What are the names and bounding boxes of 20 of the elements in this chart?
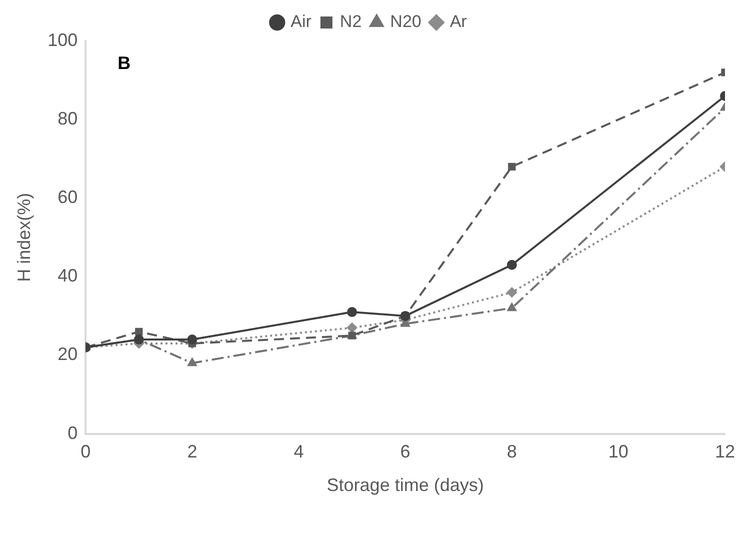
legend-label: Air [290, 12, 312, 32]
x-tick-label: 4 [294, 442, 304, 462]
x-tick-label: 2 [187, 442, 198, 462]
x-tick-label: 6 [400, 442, 410, 462]
legend-label: N20 [390, 12, 422, 32]
x-axis-title: Storage time (days) [326, 475, 484, 496]
legend-label: Ar [450, 12, 468, 32]
legend-label: N2 [340, 12, 362, 32]
annotation: B [118, 52, 131, 73]
y-tick-label: 80 [58, 108, 78, 129]
x-tick-label: 10 [608, 442, 628, 462]
x-tick-label: 0 [80, 442, 91, 462]
x-tick-label: 12 [714, 442, 736, 462]
y-tick-label: 100 [48, 30, 78, 50]
y-tick-label: 0 [68, 422, 78, 443]
x-tick-label: 8 [506, 442, 517, 462]
y-axis-title: H index(%) [14, 192, 34, 282]
y-tick-label: 40 [58, 266, 78, 286]
y-tick-label: 60 [58, 187, 78, 208]
y-tick-label: 20 [58, 344, 78, 364]
